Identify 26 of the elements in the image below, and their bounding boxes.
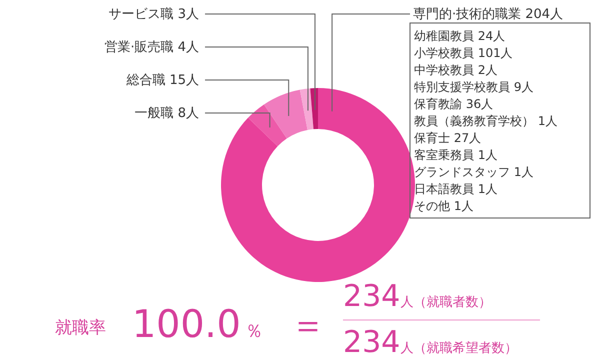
- text: 就職率: [55, 318, 106, 338]
- slice-label: 総合職 15人: [125, 73, 199, 88]
- donut-slice: [264, 90, 308, 138]
- text: 幼稚園教員 24人: [414, 29, 506, 43]
- text: 日本語教員 1人: [414, 182, 498, 196]
- donut-slice: [310, 88, 318, 130]
- text: 中学校教員 2人: [414, 63, 498, 77]
- slice-label: サービス職 3人: [108, 7, 199, 22]
- text: 教員（義務教育学校） 1人: [414, 114, 558, 128]
- text: その他 1人: [414, 199, 474, 213]
- text: 特別支援学校教員 9人: [414, 80, 534, 94]
- donut-slice: [300, 88, 314, 130]
- text: 234人（就職者数）: [343, 279, 492, 314]
- text: 客室乗務員 1人: [414, 148, 498, 162]
- text: グランドスタッフ 1人: [414, 165, 534, 179]
- slice-label: 営業·販売職 4人: [104, 40, 199, 55]
- text: 保育教諭 36人: [414, 97, 494, 111]
- text: 234人（就職希望者数）: [343, 325, 518, 358]
- text: 小学校教員 101人: [414, 46, 513, 60]
- text: 100.0％: [132, 302, 263, 346]
- text: 保育士 27人: [414, 131, 482, 145]
- slice-label: 一般職 8人: [134, 106, 199, 121]
- donut-slice: [248, 104, 287, 146]
- slice-label: 専門的·技術的職業 204人: [413, 7, 564, 22]
- text: ＝: [290, 305, 326, 346]
- donut-slice: [221, 88, 415, 282]
